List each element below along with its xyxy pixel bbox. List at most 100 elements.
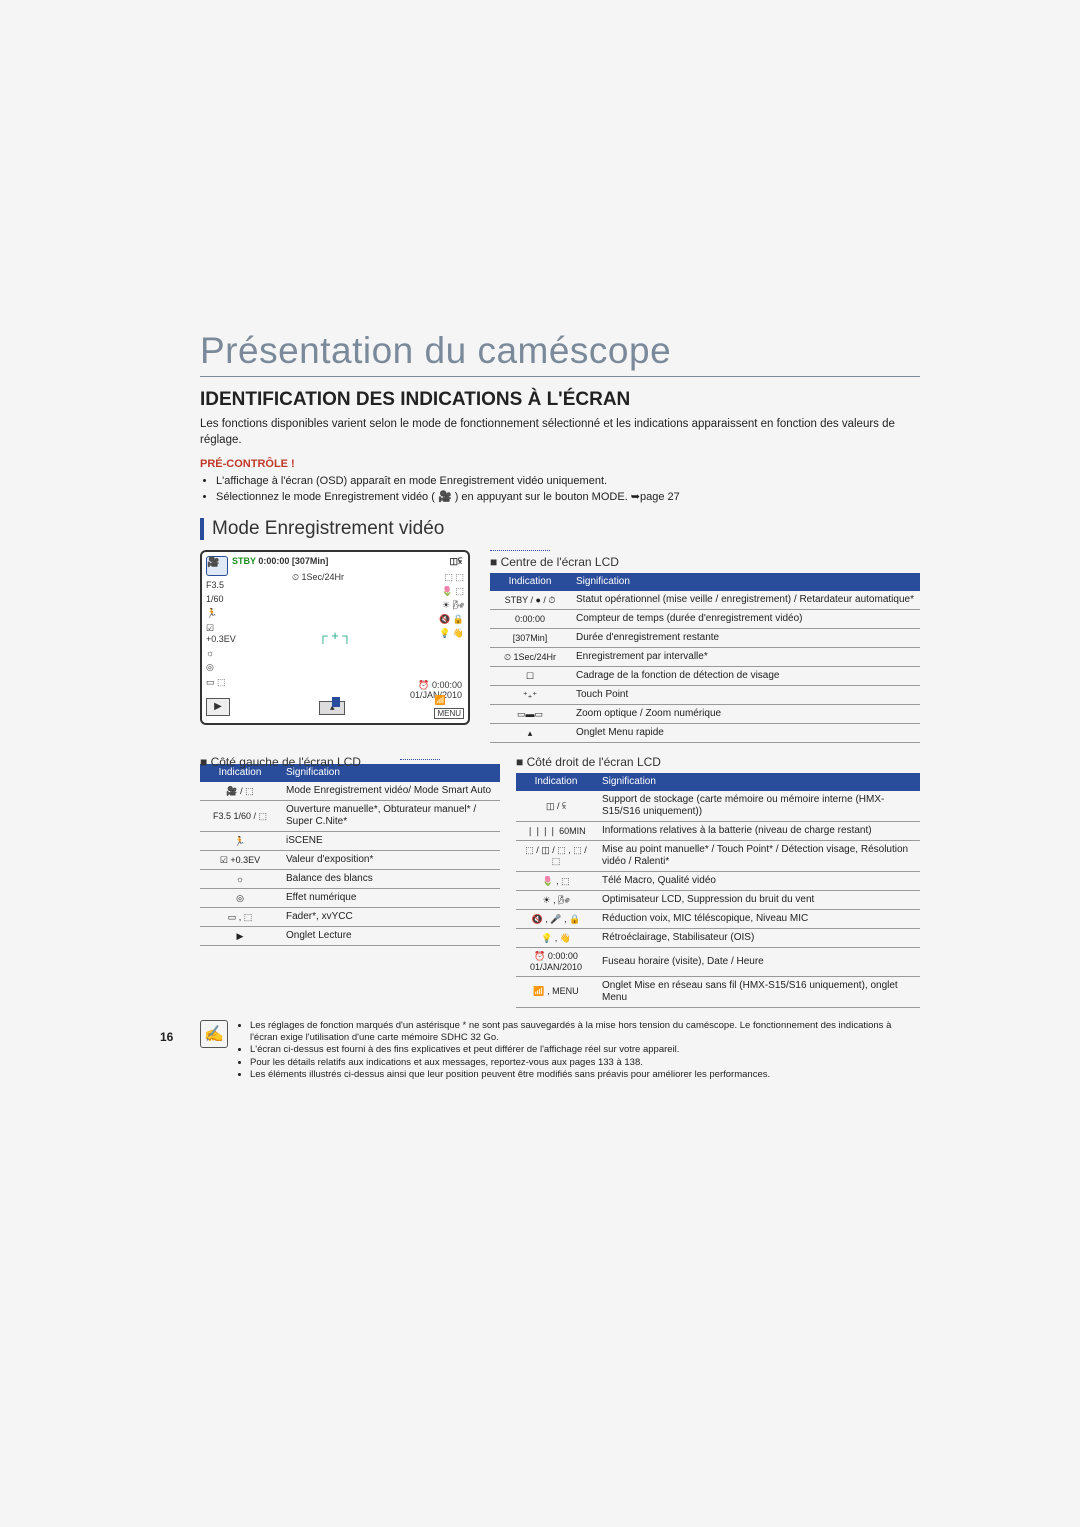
effect-icon: ◎ (206, 662, 232, 673)
note-list: Les réglages de fonction marqués d'un as… (238, 1020, 920, 1082)
cell-indication: ☀ , 🌬 (516, 890, 596, 909)
cell-indication: ❘❘❘❘ 60MIN (516, 821, 596, 840)
cell-indication: ⁺₊⁺ (490, 685, 570, 704)
cell-indication: ☼ (200, 869, 280, 888)
section-title: IDENTIFICATION DES INDICATIONS À L'ÉCRAN (200, 389, 920, 411)
table-row: 0:00:00Compteur de temps (durée d'enregi… (490, 609, 920, 628)
cell-indication: ▶ (200, 926, 280, 945)
ois-icon: 💡 👋 (424, 628, 464, 639)
table-row: 🏃iSCENE (200, 831, 500, 850)
cell-indication: 📶 , MENU (516, 976, 596, 1007)
cell-signification: Valeur d'exposition* (280, 850, 500, 869)
table-row: ❘❘❘❘ 60MINInformations relatives à la ba… (516, 821, 920, 840)
note-box: ✍ Les réglages de fonction marqués d'un … (200, 1020, 920, 1082)
page-number: 16 (160, 1030, 173, 1044)
droit-heading: Côté droit de l'écran LCD (516, 755, 920, 769)
ev-value: ☑ +0.3EV (206, 623, 232, 644)
stby-indicator: STBY (232, 556, 256, 566)
th-indication: Indication (516, 773, 596, 791)
cell-indication: 💡 , 👋 (516, 928, 596, 947)
table-row: 🌷 , ⬚Télé Macro, Qualité vidéo (516, 871, 920, 890)
top-layout-row: 🎥 F3.5 1/60 🏃 ☑ +0.3EV ☼ ◎ ▭ ⬚ STBY 0:00… (200, 550, 920, 743)
table-row: ⁺₊⁺Touch Point (490, 685, 920, 704)
manual-page: Présentation du caméscope IDENTIFICATION… (200, 330, 920, 1081)
table-row: ◫ / ⫁Support de stockage (carte mémoire … (516, 790, 920, 821)
remain-time: [307Min] (292, 556, 329, 566)
cell-indication: ▴ (490, 723, 570, 742)
cell-indication: ☐ (490, 666, 570, 685)
fader-icon: ▭ ⬚ (206, 677, 232, 688)
cell-signification: Ouverture manuelle*, Obturateur manuel* … (280, 800, 500, 831)
wifi-icon: 📶 (434, 695, 464, 706)
table-row: ▭ , ⬚Fader*, xvYCC (200, 907, 500, 926)
zoom-icon: ⏰ (418, 680, 429, 690)
lcd-opt-icon: ☀ 🌬 (424, 600, 464, 611)
interval-indicator: ⏲ 1Sec/24Hr (292, 572, 344, 583)
cell-indication: 🌷 , ⬚ (516, 871, 596, 890)
cell-indication: [307Min] (490, 628, 570, 647)
cell-signification: Onglet Lecture (280, 926, 500, 945)
droit-section: Côté droit de l'écran LCD Indication Sig… (516, 751, 920, 1008)
centre-table: Indication Signification STBY / ● / ⏱Sta… (490, 573, 920, 743)
shutter-value: 1/60 (206, 594, 232, 604)
cell-signification: Mode Enregistrement vidéo/ Mode Smart Au… (280, 781, 500, 800)
cell-signification: iSCENE (280, 831, 500, 850)
clock-value: 0:00:00 (432, 680, 462, 690)
table-row: ⏰ 0:00:00 01/JAN/2010Fuseau horaire (vis… (516, 947, 920, 976)
th-indication: Indication (490, 573, 570, 591)
cell-signification: Rétroéclairage, Stabilisateur (OIS) (596, 928, 920, 947)
cell-indication: 🏃 (200, 831, 280, 850)
cell-signification: Mise au point manuelle* / Touch Point* /… (596, 840, 920, 871)
th-signification: Signification (596, 773, 920, 791)
table-row: ⬚ / ◫ / ⬚ , ⬚ / ⬚Mise au point manuelle*… (516, 840, 920, 871)
aperture-value: F3.5 (206, 580, 232, 590)
cell-signification: Durée d'enregistrement restante (570, 628, 920, 647)
th-signification: Signification (570, 573, 920, 591)
table-row: ▭▬▭Zoom optique / Zoom numérique (490, 704, 920, 723)
th-signification: Signification (280, 764, 500, 782)
wb-icon: ☼ (206, 648, 232, 658)
cell-indication: ⬚ / ◫ / ⬚ , ⬚ / ⬚ (516, 840, 596, 871)
note-item: Pour les détails relatifs aux indication… (250, 1057, 920, 1069)
bottom-tables-row: Côté gauche de l'écran LCD Indication Si… (200, 751, 920, 1008)
cell-signification: Compteur de temps (durée d'enregistremen… (570, 609, 920, 628)
cell-signification: Fuseau horaire (visite), Date / Heure (596, 947, 920, 976)
cell-indication: 🔇 , 🎤 , 🔒 (516, 909, 596, 928)
intro-text: Les fonctions disponibles varient selon … (200, 417, 920, 448)
video-mode-icon: 🎥 (206, 556, 228, 576)
macro-icon: 🌷 ⬚ (424, 586, 464, 597)
table-row: ⏲ 1Sec/24HrEnregistrement par intervalle… (490, 647, 920, 666)
cell-signification: Zoom optique / Zoom numérique (570, 704, 920, 723)
mic-icons: 🔇 🔒 (424, 614, 464, 625)
bullet-item: Sélectionnez le mode Enregistrement vidé… (216, 490, 920, 506)
cell-indication: ⏲ 1Sec/24Hr (490, 647, 570, 666)
centre-heading: Centre de l'écran LCD (490, 555, 920, 569)
cell-signification: Cadrage de la fonction de détection de v… (570, 666, 920, 685)
note-item: L'écran ci-dessus est fourni à des fins … (250, 1044, 920, 1056)
cell-indication: ⏰ 0:00:00 01/JAN/2010 (516, 947, 596, 976)
cell-indication: 0:00:00 (490, 609, 570, 628)
cell-indication: ◫ / ⫁ (516, 790, 596, 821)
cell-signification: Effet numérique (280, 888, 500, 907)
table-row: STBY / ● / ⏱Statut opérationnel (mise ve… (490, 590, 920, 609)
cell-signification: Réduction voix, MIC téléscopique, Niveau… (596, 909, 920, 928)
play-tab-icon: ▶ (206, 698, 230, 716)
droit-table: Indication Signification ◫ / ⫁Support de… (516, 773, 920, 1008)
cell-signification: Balance des blancs (280, 869, 500, 888)
mode-heading: Mode Enregistrement vidéo (200, 518, 920, 540)
iscene-icon: 🏃 (206, 608, 232, 619)
bullet-item: L'affichage à l'écran (OSD) apparaît en … (216, 474, 920, 490)
cell-indication: STBY / ● / ⏱ (490, 590, 570, 609)
cell-signification: Télé Macro, Qualité vidéo (596, 871, 920, 890)
note-item: Les éléments illustrés ci-dessus ainsi q… (250, 1069, 920, 1081)
cell-indication: F3.5 1/60 / ⬚ (200, 800, 280, 831)
cell-signification: Fader*, xvYCC (280, 907, 500, 926)
table-row: 📶 , MENUOnglet Mise en réseau sans fil (… (516, 976, 920, 1007)
table-row: 🎥 / ⬚Mode Enregistrement vidéo/ Mode Sma… (200, 781, 500, 800)
touch-point-icon: ┌ + ┐ (318, 628, 351, 643)
table-row: 💡 , 👋Rétroéclairage, Stabilisateur (OIS) (516, 928, 920, 947)
precontrole-bullets: L'affichage à l'écran (OSD) apparaît en … (200, 474, 920, 506)
cell-signification: Optimisateur LCD, Suppression du bruit d… (596, 890, 920, 909)
table-row: ☐Cadrage de la fonction de détection de … (490, 666, 920, 685)
rec-timer: 0:00:00 (258, 556, 289, 566)
